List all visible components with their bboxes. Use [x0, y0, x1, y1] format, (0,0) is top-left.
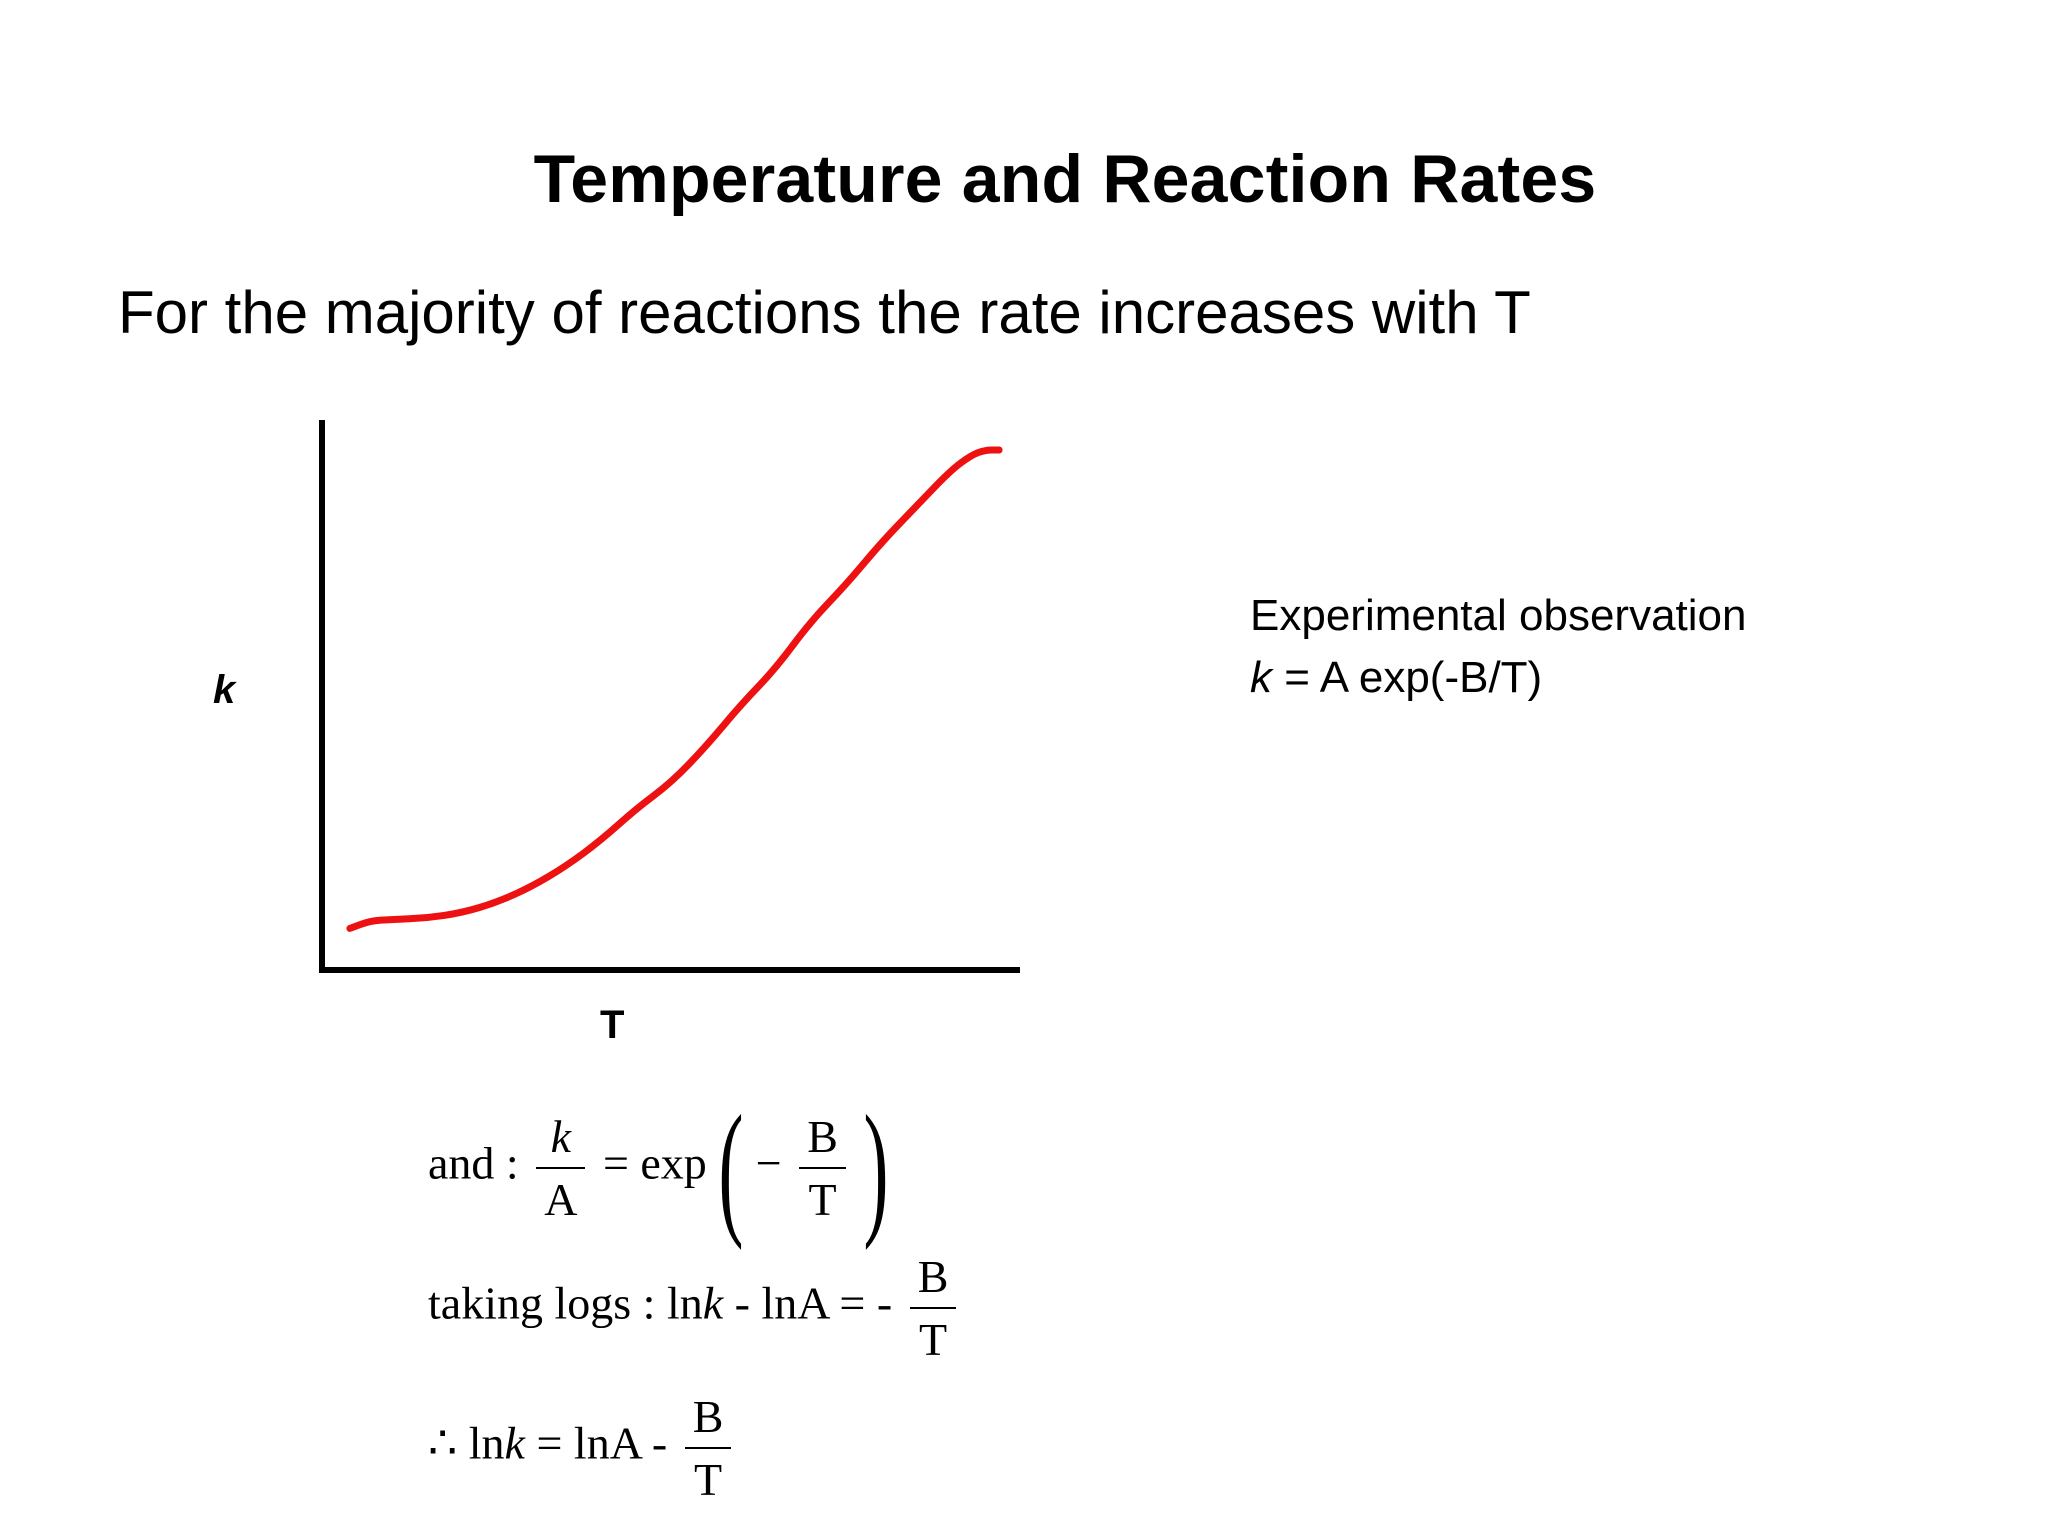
right-paren: ): [863, 1085, 889, 1251]
eq1-minus: −: [755, 1137, 782, 1189]
observation-formula: k = A exp(-B/T): [1250, 647, 1746, 709]
rate-curve: [346, 446, 1003, 932]
eq1-prefix: and :: [428, 1137, 519, 1189]
eq2-var: k: [702, 1277, 724, 1329]
experimental-observation: Experimental observation k = A exp(-B/T): [1250, 585, 1746, 709]
slide-subtitle: For the majority of reactions the rate i…: [118, 279, 1531, 346]
eq1-denominator: A: [544, 1174, 578, 1225]
eq1-b: B: [799, 1110, 846, 1169]
eq1-fraction-b-over-t: B T: [799, 1110, 846, 1226]
observation-var: k: [1250, 653, 1272, 702]
eq1-fraction-k-over-a: k A: [536, 1110, 586, 1226]
eq2-b: B: [909, 1250, 957, 1309]
eq1-t: T: [808, 1174, 837, 1225]
eq2-fraction: B T: [909, 1250, 957, 1366]
eq3-prefix: ∴ ln: [428, 1417, 505, 1469]
eq3-t: T: [693, 1454, 723, 1505]
x-axis-label: T: [600, 1003, 625, 1047]
eq2-t: T: [918, 1314, 948, 1365]
eq1-exp: = exp: [602, 1137, 707, 1189]
eq3-rest: = lnA -: [524, 1417, 679, 1469]
left-paren: (: [718, 1085, 744, 1251]
eq3-var: k: [504, 1417, 525, 1469]
observation-rest: = A exp(-B/T): [1272, 653, 1543, 702]
eq3-b: B: [684, 1390, 732, 1449]
equation-taking-logs: taking logs : lnk - lnA = - B T: [428, 1250, 962, 1366]
eq2-prefix: taking logs : ln: [428, 1277, 703, 1329]
slide-title: Temperature and Reaction Rates: [533, 141, 1597, 217]
eq2-rest: - lnA = -: [723, 1277, 893, 1329]
y-axis-label: k: [213, 668, 236, 712]
eq3-fraction: B T: [684, 1390, 732, 1506]
eq1-numerator: k: [536, 1110, 586, 1169]
equation-therefore: ∴ lnk = lnA - B T: [428, 1390, 737, 1506]
equation-and: and : k A = exp ( − B T ): [428, 1093, 889, 1243]
observation-heading: Experimental observation: [1250, 591, 1747, 640]
